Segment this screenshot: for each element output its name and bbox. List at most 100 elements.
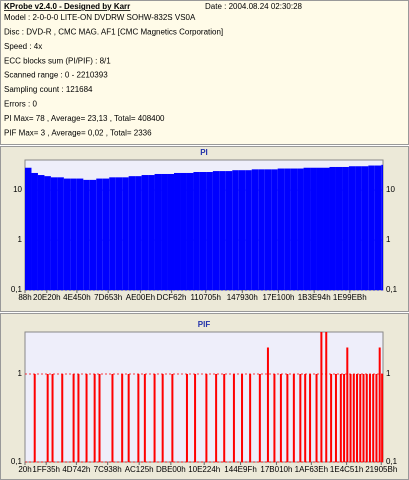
pi-bar [271,169,278,290]
x-tick-label: 1E99EBh [333,293,367,302]
pi-bar [251,169,259,290]
x-tick-label: 147930h [227,293,258,302]
pi-bar [381,164,383,290]
pif-spike [72,373,75,462]
pif-spike [368,373,371,462]
pif-spike [378,347,381,462]
pi-bar [109,177,116,290]
pif-spike [352,373,355,462]
plot-area [24,331,384,463]
pif-spike [325,332,328,462]
chart-title: PIF [198,320,211,329]
pif-spike [339,373,342,462]
pif-spike [346,347,349,462]
pi-bar [206,172,213,290]
pi-bar [96,178,103,290]
y-tick-label-right: 1 [386,369,391,378]
pi-bar [102,178,110,290]
y-tick-label: 0,1 [11,457,23,466]
x-tick-label: 20h [18,465,31,474]
pi-bar [70,178,77,290]
pif-spike [320,332,323,462]
pif-spike [215,373,218,462]
pi-bar [31,172,38,290]
x-tick-label: AE00Eh [126,293,155,302]
pi-bar [284,168,291,290]
pif-spike [304,373,307,462]
x-tick-label: 20E20h [33,293,61,302]
pif-spike [51,373,54,462]
pif-spike [61,373,64,462]
pi-bar [57,177,64,290]
x-tick-label: 17E100h [262,293,294,302]
pif-spike [309,373,312,462]
info-line: Disc : DVD-R , CMC MAG. AF1 [CMC Magneti… [4,28,223,37]
pi-bar [335,166,343,290]
pi-bar [25,167,32,290]
pi-bar [342,166,349,290]
pi-bar [348,166,356,290]
pif-spike [330,373,333,462]
pif-spike [137,373,140,462]
pi-bar [50,177,58,290]
y-tick-label: 10 [13,185,22,194]
pi-bar [141,175,149,290]
info-line: Model : 2-0-0-0 LITE-ON DVDRW SOHW-832S … [4,13,196,22]
y-tick-label-right: 10 [386,185,395,194]
pif-spike [375,373,378,462]
pi-bar [303,167,311,290]
pi-bar [63,178,71,290]
pif-spike [273,373,276,462]
pi-bar [258,169,265,290]
pi-bar [374,165,382,290]
app-title: KProbe v2.4.0 - Designed by Karr [4,2,130,11]
y-tick-label: 1 [18,235,23,244]
pif-spike [343,373,346,462]
y-tick-label-right: 0,1 [386,457,398,466]
x-tick-label: 88h [18,293,31,302]
pif-spike [98,373,101,462]
pi-bar [355,166,362,290]
info-panel [0,0,409,145]
pi-bar [154,173,162,290]
pi-bar [76,178,84,290]
pi-bar [44,176,51,290]
pif-spike [171,373,174,462]
y-tick-label-right: 0,1 [386,285,398,294]
pif-spike [185,373,188,462]
pif-spike [127,373,130,462]
pi-bar [135,176,142,290]
pi-bar [122,177,129,290]
x-tick-label: AC125h [125,465,154,474]
x-tick-label: 17B010h [260,465,292,474]
scan-date: Date : 2004.08.24 02:30:28 [205,2,303,11]
x-tick-label: 144E9Fh [224,465,256,474]
x-tick-label: 1AF63Eh [295,465,328,474]
pi-bar [297,168,304,290]
pif-spike [372,373,375,462]
x-tick-label: 4D742h [62,465,90,474]
chart-title: PI [200,148,208,157]
pi-bar [238,170,246,290]
pi-bar [180,172,187,290]
pif-spike [85,373,88,462]
pi-bar [310,167,317,290]
pif-spike [153,373,156,462]
pif-spike [33,373,36,462]
x-tick-label: 110705h [190,293,221,302]
pif-spike [362,373,365,462]
pif-spike [121,373,124,462]
pif-spike [381,373,384,462]
pi-bar [368,165,375,290]
pi-bar [186,172,194,290]
pif-spike [249,373,252,462]
pif-spike [93,373,96,462]
pif-spike [161,373,164,462]
y-tick-label-right: 1 [386,235,391,244]
pi-bar [245,170,252,290]
info-line: Speed : 4x [4,42,42,51]
pi-bar [174,172,181,290]
pif-spike [286,373,289,462]
x-tick-label: DCF62h [157,293,187,302]
